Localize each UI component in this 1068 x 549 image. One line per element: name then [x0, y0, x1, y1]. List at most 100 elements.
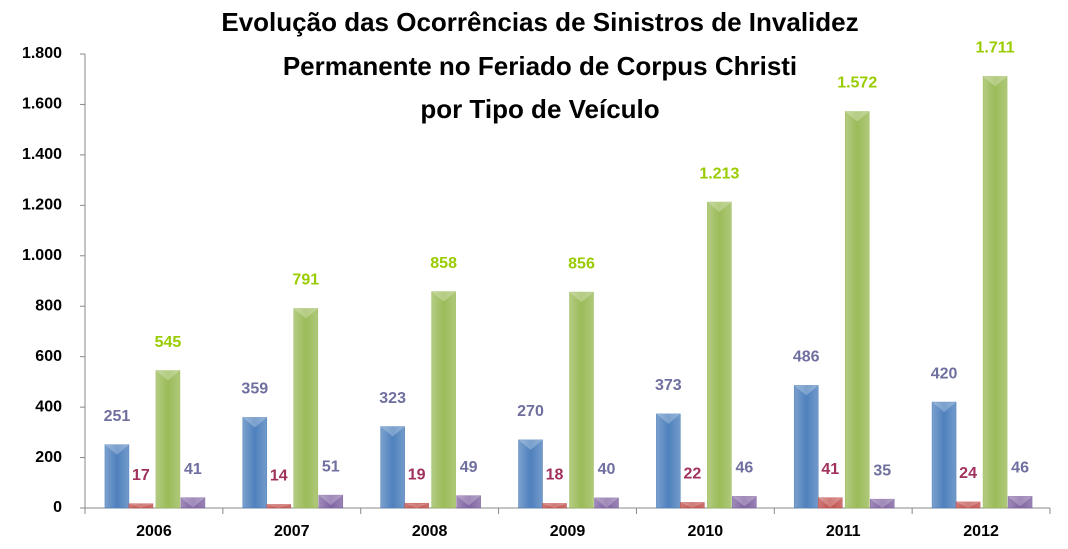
bar — [680, 502, 705, 509]
data-label: 1.711 — [975, 40, 1014, 57]
bar-cap — [180, 497, 205, 508]
bar — [180, 497, 206, 509]
bar — [104, 444, 130, 509]
chart-title: Evolução das Ocorrências de Sinistros de… — [221, 7, 858, 37]
data-label: 858 — [430, 255, 457, 272]
data-label: 46 — [1011, 460, 1029, 477]
bar-cap — [983, 76, 1008, 87]
y-tick-label: 200 — [35, 449, 62, 466]
bar-cap — [794, 385, 819, 396]
bar — [817, 497, 843, 509]
data-label: 49 — [460, 459, 478, 476]
bar-cap — [318, 495, 343, 506]
data-label: 545 — [155, 334, 182, 351]
data-label: 18 — [546, 467, 564, 484]
data-label: 270 — [517, 403, 544, 420]
data-label: 420 — [931, 365, 958, 382]
bar-cap — [380, 426, 405, 437]
y-tick-label: 1.200 — [22, 197, 62, 214]
bar — [155, 370, 181, 509]
bar-cap — [456, 495, 481, 506]
bar-cap — [732, 496, 757, 507]
bar-cap — [594, 497, 619, 508]
data-label: 51 — [322, 458, 340, 475]
data-label: 359 — [241, 381, 268, 398]
bar-cap — [155, 370, 180, 381]
bar — [955, 501, 981, 509]
data-label: 19 — [408, 466, 426, 483]
x-tick-label: 2006 — [136, 523, 172, 540]
data-label: 41 — [821, 461, 839, 478]
y-tick-label: 1.800 — [22, 45, 62, 62]
bar-cap — [431, 291, 456, 302]
bar — [404, 502, 429, 509]
data-label: 14 — [270, 468, 288, 485]
x-tick-label: 2007 — [274, 523, 310, 540]
bar — [318, 494, 344, 509]
bar — [128, 503, 154, 509]
data-label: 251 — [104, 408, 131, 425]
bar — [456, 495, 481, 509]
data-label: 17 — [132, 467, 150, 484]
bar-cap — [680, 502, 705, 508]
y-tick-label: 1.600 — [22, 96, 62, 113]
bar-cap — [1008, 496, 1033, 507]
y-tick-label: 1.400 — [22, 146, 62, 163]
x-tick-label: 2010 — [688, 523, 724, 540]
bar — [869, 498, 895, 509]
data-label: 24 — [959, 465, 977, 482]
bar — [594, 497, 619, 509]
x-tick-label: 2009 — [550, 523, 586, 540]
bar-cap — [266, 504, 291, 508]
bar — [293, 308, 319, 509]
bar-cap — [569, 292, 594, 303]
bar — [431, 291, 456, 509]
y-tick-label: 1.000 — [22, 247, 62, 264]
bar-cap — [293, 308, 318, 319]
bar — [793, 385, 819, 509]
x-tick-label: 2012 — [963, 523, 999, 540]
bar-cap — [870, 499, 895, 508]
bar-cap — [818, 497, 843, 508]
x-tick-label: 2011 — [826, 523, 861, 540]
bar-cap — [242, 417, 267, 428]
bar — [732, 496, 757, 509]
bar — [518, 439, 543, 509]
data-label: 486 — [793, 349, 820, 366]
bar — [844, 111, 870, 509]
chart-title: por Tipo de Veículo — [420, 94, 659, 124]
bar — [380, 426, 405, 509]
data-label: 373 — [655, 377, 682, 394]
data-label: 856 — [568, 255, 595, 272]
bar — [1007, 496, 1033, 509]
bar-cap — [128, 503, 153, 508]
bar-cap — [932, 402, 957, 413]
bar-cap — [845, 111, 870, 122]
bar — [982, 76, 1008, 509]
x-tick-label: 2008 — [412, 523, 448, 540]
bar — [707, 201, 732, 509]
bar-cap — [104, 444, 129, 455]
y-tick-label: 600 — [35, 348, 62, 365]
y-tick-label: 0 — [53, 499, 62, 516]
bar-cap — [542, 503, 567, 508]
y-tick-label: 400 — [35, 398, 62, 415]
data-label: 40 — [598, 461, 616, 478]
bar — [542, 503, 567, 509]
bar — [242, 417, 268, 509]
data-label: 1.572 — [837, 75, 877, 92]
data-label: 35 — [873, 462, 891, 479]
chart-title: Permanente no Feriado de Corpus Christi — [283, 51, 797, 81]
bar-cap — [404, 503, 429, 508]
data-label: 323 — [379, 390, 406, 407]
bar — [266, 504, 292, 509]
bar — [931, 401, 957, 509]
bar-cap — [707, 202, 732, 213]
y-tick-label: 800 — [35, 297, 62, 314]
data-label: 46 — [735, 460, 753, 477]
data-label: 791 — [292, 272, 319, 289]
bar — [656, 413, 681, 509]
bar — [569, 291, 594, 509]
data-label: 22 — [683, 466, 701, 483]
